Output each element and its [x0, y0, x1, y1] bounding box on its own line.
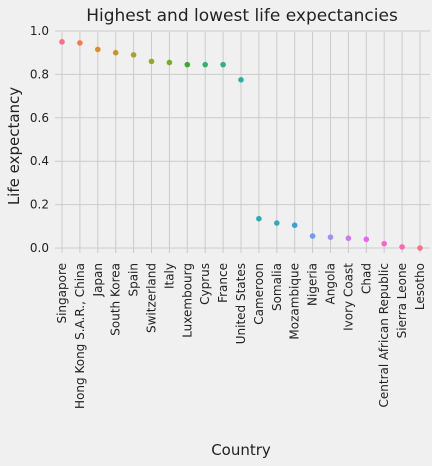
data-point	[399, 244, 405, 250]
x-tick-label: Mozambique	[288, 263, 302, 340]
x-axis-label: Country	[211, 441, 271, 459]
x-tick-labels: Singapore Hong Kong S.A.R., China Japan Sou…	[55, 263, 427, 409]
data-point	[95, 46, 101, 53]
x-tick-label: Central African Republic	[377, 263, 391, 407]
data-point	[59, 39, 65, 45]
x-tick-label: South Korea	[109, 263, 123, 336]
x-tick-label: Cyprus	[198, 263, 212, 305]
x-tick-label: Sierra Leone	[395, 263, 409, 338]
y-tick-label: 1.0	[30, 24, 49, 38]
data-point	[256, 215, 262, 222]
data-point	[77, 40, 83, 46]
chart-title: Highest and lowest life expectancies	[86, 6, 398, 26]
x-tick-label: Hong Kong S.A.R., China	[73, 263, 87, 409]
x-tick-label: Chad	[359, 263, 373, 294]
data-point	[148, 58, 155, 65]
x-tick-label: Somalia	[270, 263, 284, 311]
x-tick-label: Lesotho	[413, 263, 427, 310]
data-point	[184, 61, 191, 68]
y-tick-label: 0.0	[30, 241, 49, 255]
data-point	[112, 49, 119, 56]
data-point	[238, 77, 244, 83]
y-tick-label: 0.2	[30, 198, 49, 212]
y-axis-label: Life expectancy	[5, 87, 23, 205]
x-tick-label: Nigeria	[306, 263, 320, 306]
x-tick-label: Cameroon	[252, 263, 266, 325]
y-tick-label: 0.8	[30, 67, 49, 81]
data-points	[59, 39, 423, 251]
data-point	[166, 59, 173, 66]
data-point	[274, 220, 280, 226]
grid-layer	[55, 30, 430, 253]
data-point	[363, 236, 370, 243]
data-point	[345, 235, 352, 242]
data-point	[291, 222, 298, 229]
x-tick-label: Japan	[91, 263, 105, 297]
y-tick-label: 0.6	[30, 111, 49, 125]
data-point	[417, 245, 423, 251]
x-tick-label: Ivory Coast	[341, 263, 355, 331]
x-tick-label: Switzerland	[145, 263, 159, 333]
data-point	[130, 52, 137, 58]
y-tick-labels: 0.0 0.2 0.4 0.6 0.8 1.0	[30, 24, 49, 255]
x-tick-label: United States	[234, 263, 248, 344]
y-tick-label: 0.4	[30, 154, 49, 168]
x-tick-label: Angola	[324, 263, 338, 304]
x-tick-label: Spain	[127, 263, 141, 297]
data-point	[381, 240, 388, 247]
data-point	[220, 61, 226, 68]
x-tick-label: France	[216, 263, 230, 303]
data-point	[202, 61, 208, 68]
x-tick-label: Italy	[162, 263, 176, 289]
data-point	[309, 233, 316, 239]
x-tick-label: Luxembourg	[180, 263, 194, 338]
x-tick-label: Singapore	[55, 263, 69, 324]
data-point	[327, 234, 334, 240]
